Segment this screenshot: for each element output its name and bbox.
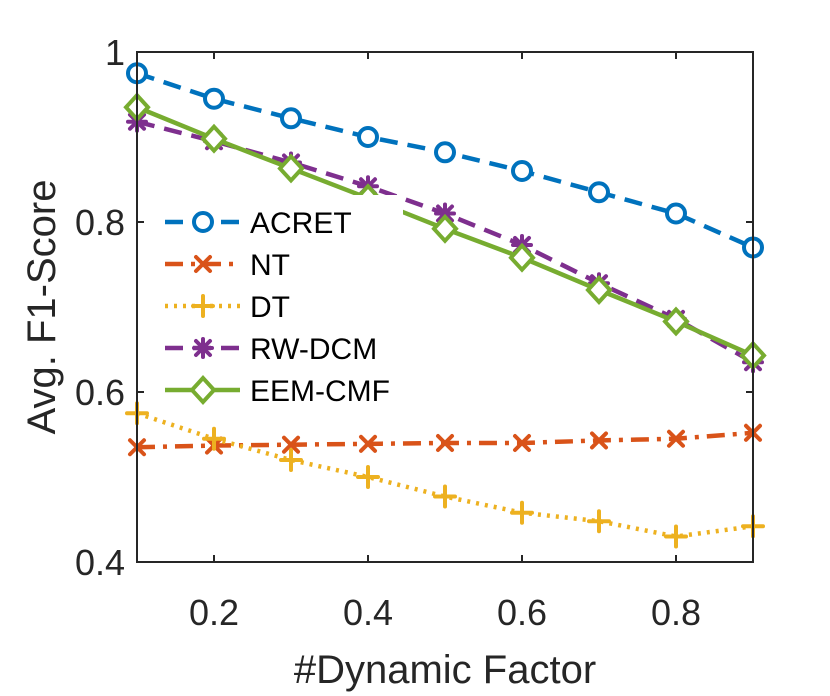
data-point [277, 153, 305, 184]
data-point [662, 306, 690, 337]
data-point [203, 87, 225, 110]
legend-label: ACRET [250, 207, 352, 240]
legend-label: RW-DCM [250, 333, 377, 366]
data-point [664, 524, 688, 549]
legend-marker [192, 211, 214, 233]
legend-marker [194, 255, 212, 273]
data-point [280, 107, 302, 130]
data-point [508, 242, 536, 273]
series-layer [123, 62, 767, 549]
y-axis-label: Avg. F1-Score [20, 180, 64, 435]
data-point [667, 429, 685, 448]
legend-marker [191, 294, 215, 318]
legend-item: EEM-CMF [165, 375, 390, 408]
y-tick-label: 0.6 [75, 372, 125, 413]
x-tick-label: 0.6 [497, 592, 547, 633]
legend-marker [192, 337, 214, 359]
data-point [356, 465, 380, 489]
legend-item: ACRET [165, 207, 352, 240]
y-tick-label: 1 [105, 32, 125, 73]
data-point [433, 484, 457, 509]
legend-marker [189, 375, 217, 405]
data-point [431, 213, 459, 244]
data-point [200, 123, 228, 154]
data-point [436, 434, 454, 452]
data-point [357, 126, 379, 148]
data-point [434, 141, 456, 164]
legend-label: DT [250, 291, 290, 324]
data-point [202, 426, 226, 451]
legend-item: NT [165, 249, 290, 282]
data-point [588, 181, 610, 204]
data-point [511, 160, 533, 182]
data-point [665, 202, 687, 225]
data-point [585, 275, 613, 305]
legend-label: EEM-CMF [250, 375, 390, 408]
legend-label: NT [250, 249, 290, 282]
plot-frame [136, 51, 754, 563]
y-axis-ticks: 0.4 0.6 0.8 1 [75, 32, 753, 583]
data-point [359, 434, 377, 453]
legend-item: DT [165, 291, 290, 324]
legend-item: RW-DCM [165, 333, 377, 366]
legend: ACRET NT DT RW-DCM EEM-CMF [158, 195, 403, 413]
data-point [513, 434, 531, 452]
data-point [590, 431, 608, 450]
y-tick-label: 0.8 [75, 202, 125, 243]
x-tick-label: 0.2 [189, 592, 239, 633]
x-tick-label: 0.8 [651, 592, 701, 633]
data-point [279, 448, 303, 472]
x-tick-label: 0.4 [343, 592, 393, 633]
data-point [510, 500, 534, 525]
x-axis-label: #Dynamic Factor [294, 648, 596, 692]
data-point [282, 435, 300, 454]
data-point [587, 509, 611, 534]
x-axis-ticks: 0.2 0.4 0.6 0.8 [189, 52, 701, 633]
y-tick-label: 0.4 [75, 542, 125, 583]
